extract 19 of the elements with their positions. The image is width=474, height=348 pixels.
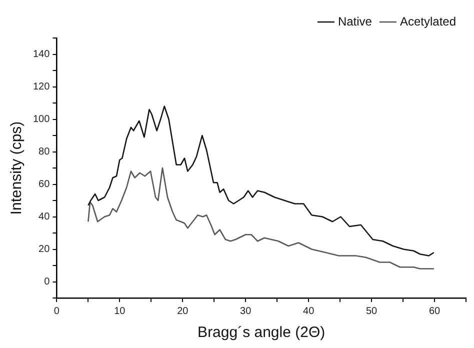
x-tick-label: 10 [114, 306, 126, 317]
x-tick-label: 40 [303, 306, 315, 317]
x-tick-label: 0 [54, 306, 60, 317]
y-axis-title: Intensity (cps) [8, 121, 26, 215]
x-tick-label: 50 [366, 306, 378, 317]
y-tick-label: 140 [32, 49, 50, 60]
y-tick-label: 120 [32, 82, 50, 92]
x-tick-label: 20 [177, 306, 189, 317]
y-tick-label: 80 [38, 146, 50, 158]
y-tick-label: 60 [38, 179, 50, 190]
y-tick-label: 100 [32, 114, 50, 125]
y-tick-label: 40 [38, 212, 50, 222]
legend-label: Acetylated [400, 14, 456, 28]
y-tick-label: 0 [44, 276, 50, 288]
y-tick-label: 20 [38, 244, 50, 255]
legend-label: Native [338, 14, 372, 28]
x-axis-title: Bragg´s angle (2Θ) [198, 324, 326, 342]
x-tick-label: 30 [240, 306, 252, 317]
x-tick-label: 60 [428, 306, 441, 317]
